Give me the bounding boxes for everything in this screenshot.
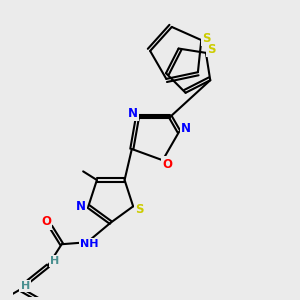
Text: H: H — [50, 256, 60, 266]
Text: S: S — [135, 203, 143, 216]
Text: N: N — [128, 107, 138, 120]
Text: O: O — [162, 158, 172, 171]
Text: S: S — [208, 43, 216, 56]
Text: H: H — [20, 281, 30, 291]
Text: S: S — [202, 32, 210, 45]
Text: NH: NH — [80, 239, 98, 249]
Text: N: N — [181, 122, 191, 135]
Text: N: N — [76, 200, 86, 213]
Text: O: O — [41, 215, 51, 228]
